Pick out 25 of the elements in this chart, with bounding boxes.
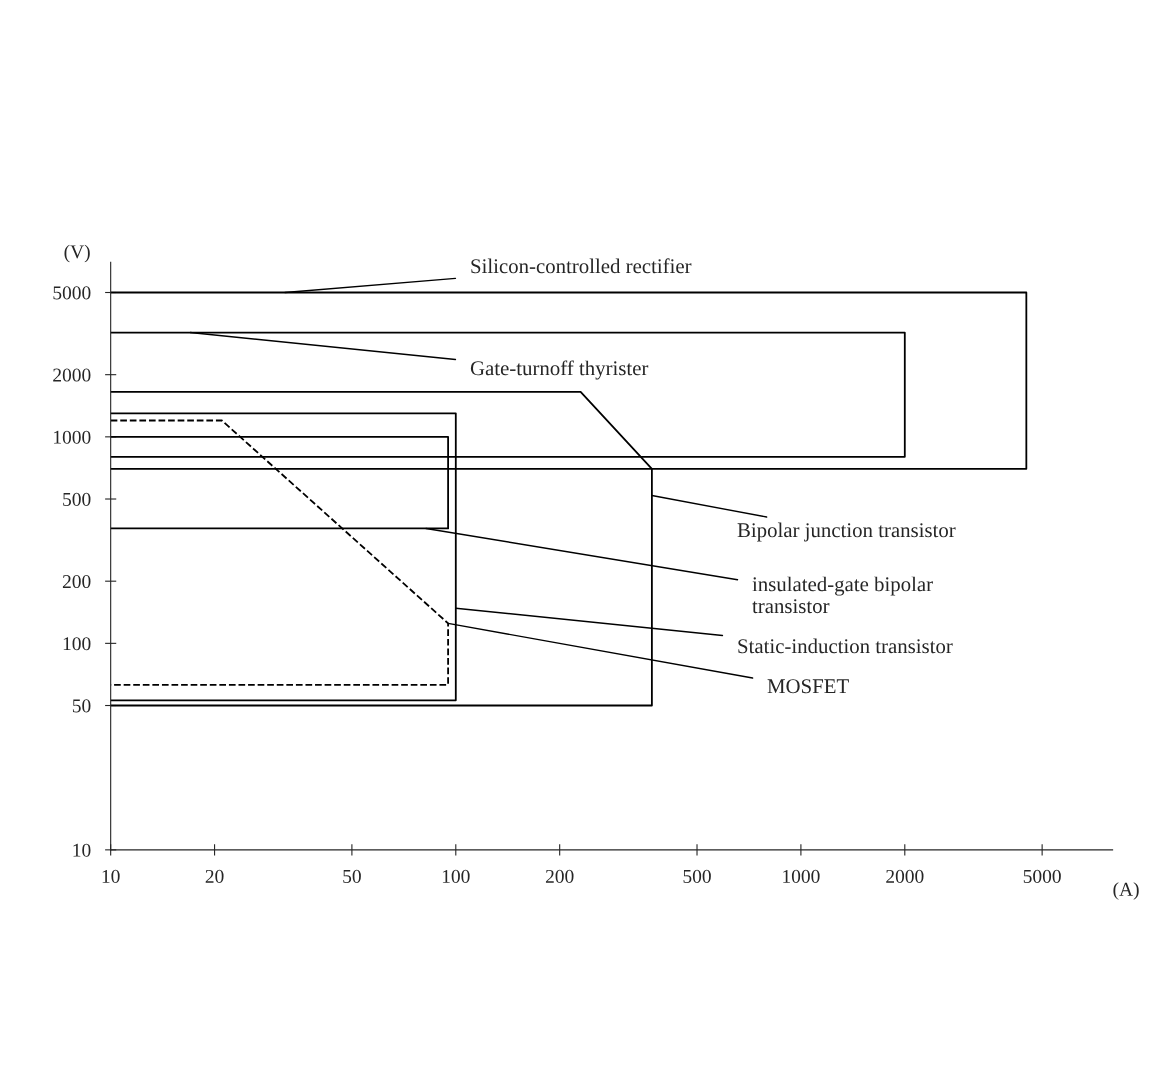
y-tick-label: 100	[63, 637, 91, 651]
x-tick-label: 100	[442, 869, 470, 883]
annotation: Silicon-controlled rectifier	[471, 258, 692, 274]
annotation: Static-induction transistor	[738, 638, 953, 654]
y-tick-label: 10	[73, 843, 91, 857]
y-tick-label: 2000	[53, 368, 91, 382]
y-tick-label: 500	[63, 492, 91, 506]
x-tick-label: 200	[545, 869, 574, 883]
y-tick-label: 5000	[53, 286, 91, 300]
y-tick-label: 50	[72, 699, 91, 713]
x-tick-label: 20	[205, 869, 224, 883]
annotation: Gate-turnoff thyrister	[470, 360, 649, 380]
y-tick-label: 200	[62, 575, 91, 589]
annotation: insulated-gate bipolar transistor	[752, 576, 933, 614]
x-tick-label: 500	[683, 869, 711, 883]
annotation: MOSFET	[767, 679, 849, 694]
y-tick-label: 1000	[54, 430, 91, 444]
x-tick-label: 1000	[783, 869, 820, 883]
annotation: Bipolar junction transistor	[737, 522, 956, 542]
x-tick-label: 10	[102, 869, 120, 883]
x-tick-label: 50	[343, 869, 361, 883]
x-tick-label: 2000	[886, 869, 924, 883]
x-tick-label: 5000	[1023, 869, 1061, 883]
x-axis-title: (A)	[1113, 882, 1139, 900]
y-axis-title: (V)	[64, 244, 90, 263]
